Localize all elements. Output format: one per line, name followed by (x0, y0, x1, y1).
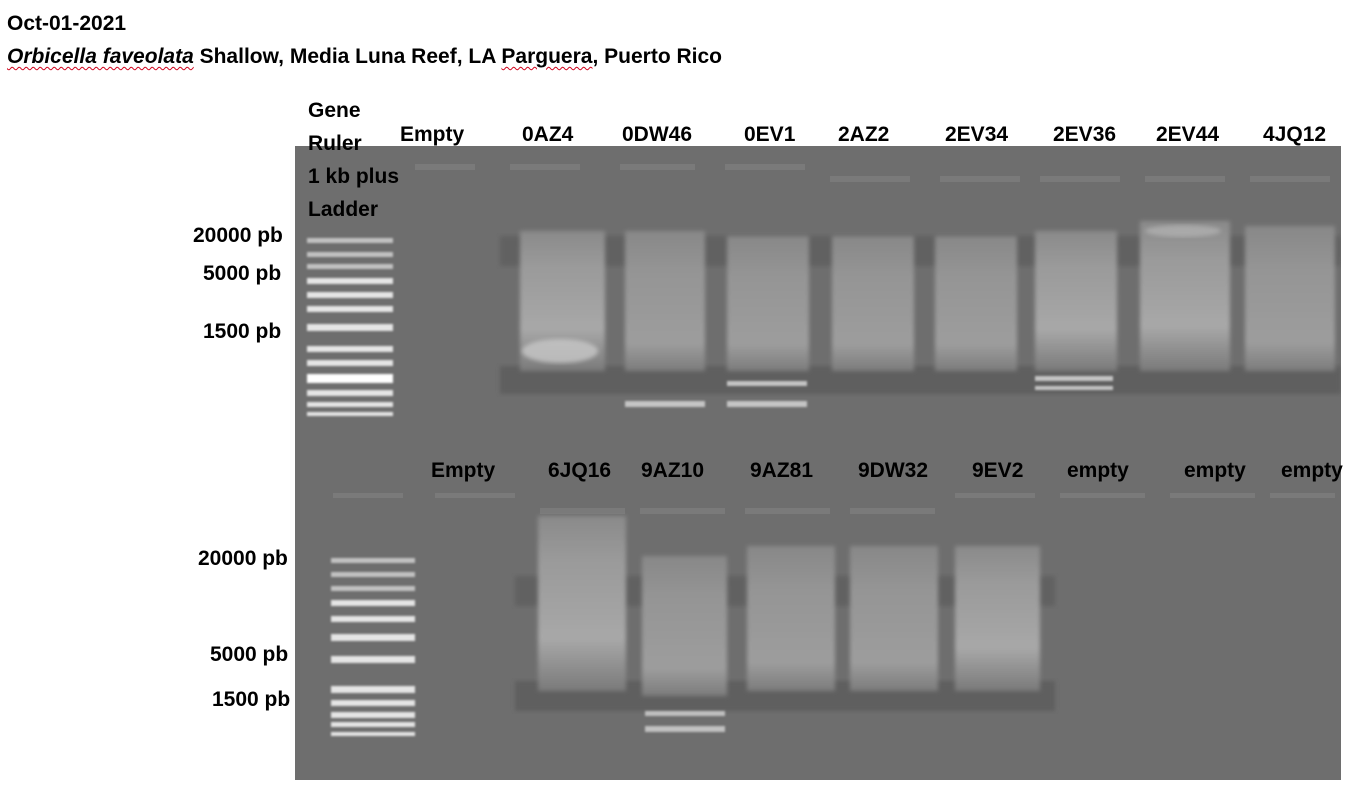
ladder-label-line: Gene (308, 99, 361, 122)
size-marker-top: 5000 pb (203, 262, 282, 285)
lane-label-bottom: 9AZ81 (750, 459, 814, 482)
lane-label-bottom: Empty (431, 459, 496, 482)
lane-label-bottom: empty (1281, 459, 1343, 482)
lane-label-top: 4JQ12 (1263, 123, 1327, 146)
lane-label-bottom: empty (1184, 459, 1246, 482)
lane-label-top: 2AZ2 (838, 123, 890, 146)
lane-label-top: 2EV36 (1053, 123, 1117, 146)
size-marker-top: 20000 pb (193, 224, 283, 247)
lane-label-top: 0EV1 (744, 123, 796, 146)
size-marker-bottom: 5000 pb (210, 643, 289, 666)
lane-label-bottom: empty (1067, 459, 1129, 482)
subtitle-place: Parguera (501, 45, 593, 68)
ladder-label-line: Ladder (308, 198, 379, 221)
gel-photo (307, 164, 1341, 736)
size-marker-top: 1500 pb (203, 320, 282, 343)
lane-label-bottom: 6JQ16 (548, 459, 612, 482)
subtitle-mid: Shallow, Media Luna Reef, LA (193, 45, 502, 68)
ladder-label-line: 1 kb plus (308, 165, 400, 188)
date-title: Oct-01-2021 (7, 12, 127, 35)
size-marker-bottom: 20000 pb (198, 547, 288, 570)
lane-label-bottom: 9DW32 (858, 459, 929, 482)
lane-label-top: 2EV34 (945, 123, 1009, 146)
species-name: Orbicella faveolata (7, 45, 194, 68)
lane-label-top: Empty (400, 123, 465, 146)
subtitle: Orbicella faveolata Shallow, Media Luna … (7, 45, 722, 69)
size-marker-bottom: 1500 pb (212, 688, 291, 711)
ladder-label: Gene Ruler 1 kb plus Ladder (308, 94, 418, 226)
lane-label-top: 0DW46 (622, 123, 693, 146)
lane-label-top: 0AZ4 (522, 123, 574, 146)
lane-label-bottom: 9EV2 (972, 459, 1024, 482)
lane-label-top: 2EV44 (1156, 123, 1220, 146)
lane-label-bottom: 9AZ10 (641, 459, 705, 482)
gel-image (295, 146, 1341, 780)
subtitle-end: , Puerto Rico (592, 45, 722, 68)
ladder-label-line: Ruler (308, 132, 362, 155)
